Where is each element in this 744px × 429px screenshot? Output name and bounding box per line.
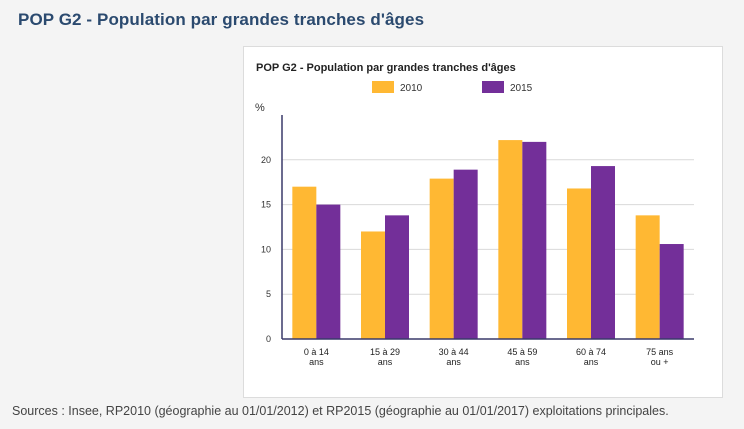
bar-2010-3[interactable] xyxy=(498,140,523,339)
chart-labels: 0 5 10 15 20 0 à 14 ans 15 à 29 ans 30 à 44 ans 45 … xyxy=(261,155,674,367)
y-axis-unit-label: % xyxy=(255,102,265,114)
page-title: POP G2 - Population par grandes tranches… xyxy=(18,10,425,29)
legend-swatch-2010[interactable] xyxy=(372,81,394,93)
bar-2015-0[interactable] xyxy=(316,204,341,339)
chart-bars xyxy=(292,140,684,339)
legend-label-2015[interactable]: 2015 xyxy=(510,83,533,94)
bar-2015-3[interactable] xyxy=(522,141,547,339)
chart-card: POP G2 - Population par grandes tranches… xyxy=(243,46,723,398)
sources-note: Sources : Insee, RP2010 (géographie au 0… xyxy=(12,404,669,418)
bar-2010-4[interactable] xyxy=(567,188,591,339)
bar-2015-4[interactable] xyxy=(591,166,615,339)
x-tick-label: 45 à 59 ans xyxy=(507,347,537,367)
y-tick-label: 15 xyxy=(261,200,271,210)
chart-legend[interactable]: 2010 2015 xyxy=(372,81,533,94)
bar-2010-5[interactable] xyxy=(635,215,660,339)
bar-2010-2[interactable] xyxy=(429,178,454,339)
bar-2010-0[interactable] xyxy=(292,186,317,339)
y-tick-label: 0 xyxy=(266,334,271,344)
bar-2015-1[interactable] xyxy=(385,215,409,339)
y-tick-label: 10 xyxy=(261,244,271,254)
bar-chart: POP G2 - Population par grandes tranches… xyxy=(255,62,694,367)
x-tick-label: 75 ans ou + xyxy=(646,347,674,367)
x-tick-label: 30 à 44 ans xyxy=(439,347,469,367)
bar-2015-5[interactable] xyxy=(659,244,684,339)
chart-axes xyxy=(281,115,694,340)
bar-2010-1[interactable] xyxy=(361,231,385,339)
y-tick-label: 20 xyxy=(261,155,271,165)
bar-2015-2[interactable] xyxy=(453,169,478,339)
x-tick-label: 15 à 29 ans xyxy=(370,347,400,367)
chart-title: POP G2 - Population par grandes tranches… xyxy=(256,62,516,74)
x-tick-label: 0 à 14 ans xyxy=(304,347,329,367)
x-tick-label: 60 à 74 ans xyxy=(576,347,606,367)
chart-grid xyxy=(282,159,694,295)
y-tick-label: 5 xyxy=(266,289,271,299)
legend-swatch-2015[interactable] xyxy=(482,81,504,93)
legend-label-2010[interactable]: 2010 xyxy=(400,83,423,94)
